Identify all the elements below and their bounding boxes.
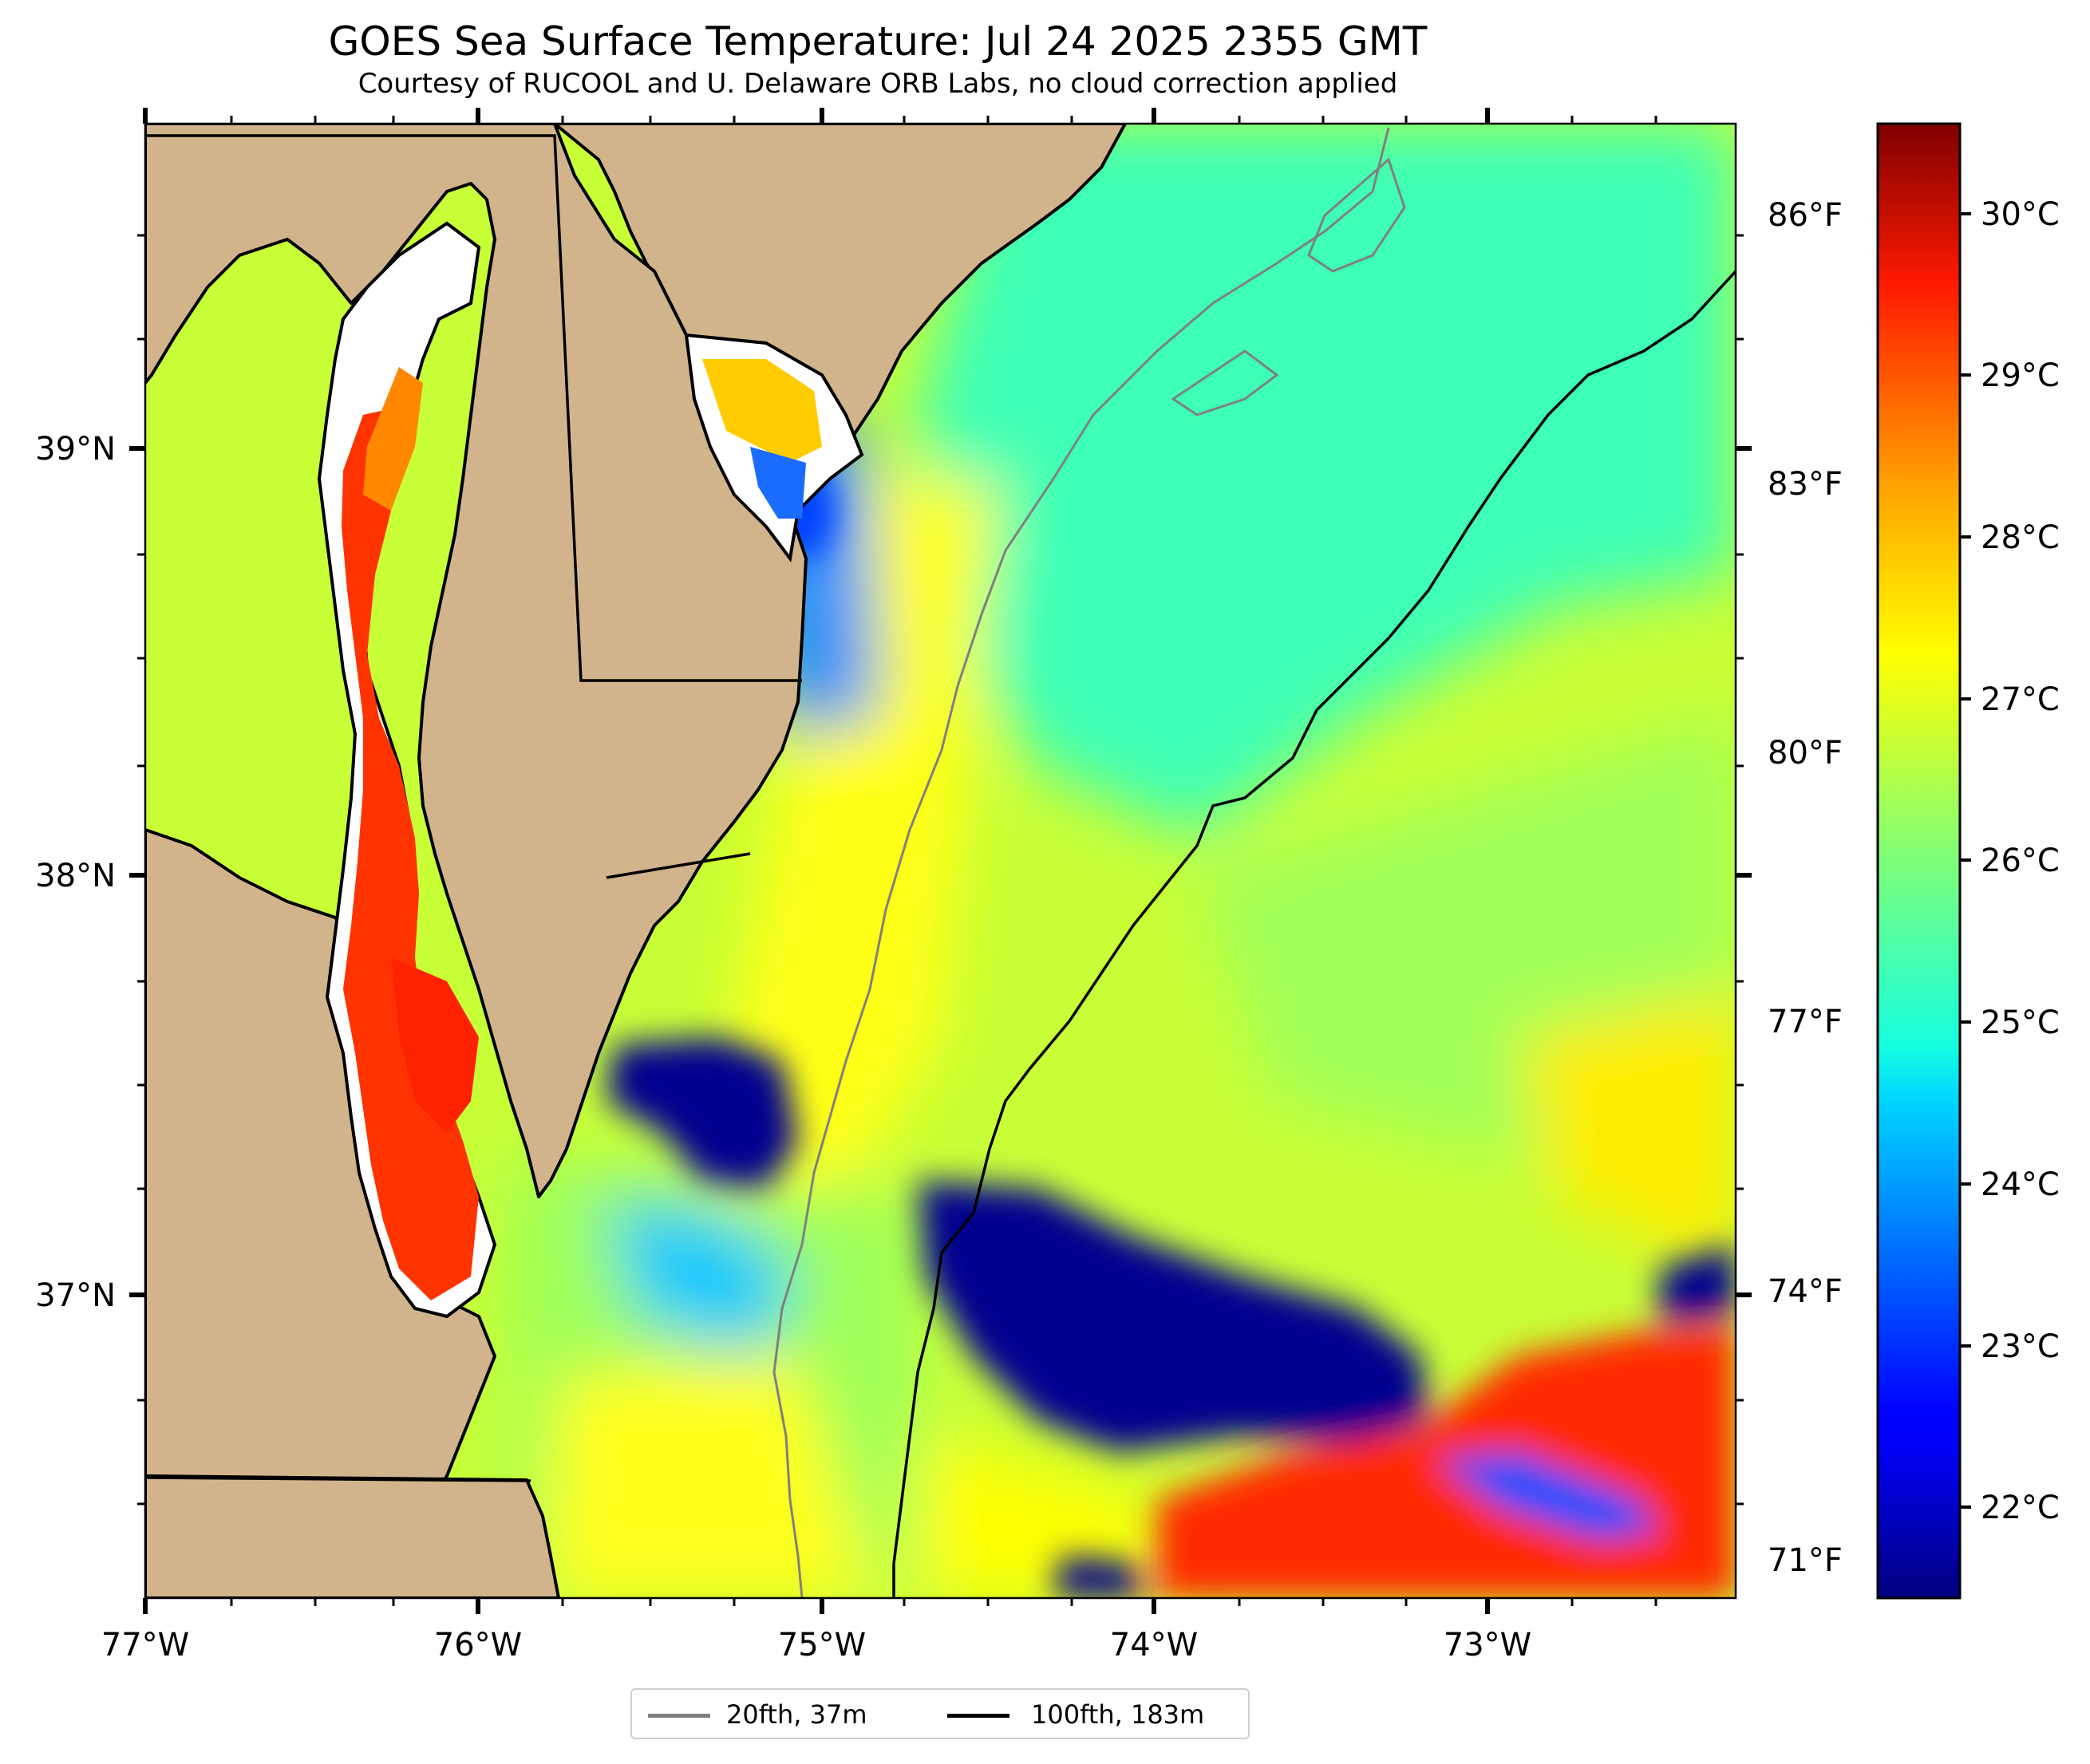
celsius-tick-label: 25°C bbox=[1981, 1004, 2060, 1041]
contour-20fth bbox=[772, 127, 1390, 1598]
colorbar: 30°C 29°C 28°C 27°C 26°C 25°C 24°C 23°C … bbox=[1876, 122, 2060, 1600]
legend-label-100fth: 100fth, 183m bbox=[1031, 1699, 1205, 1730]
minor-ticks bbox=[137, 116, 1744, 1606]
delaware-bay bbox=[684, 333, 864, 562]
lon-tick-label: 74°W bbox=[1110, 1627, 1198, 1663]
bathymetry-contours bbox=[772, 127, 1736, 1598]
map-frame bbox=[144, 122, 1737, 1600]
chesapeake-bay bbox=[317, 221, 497, 1319]
celsius-tick-label: 23°C bbox=[1981, 1328, 2060, 1365]
lat-tick-label: 39°N bbox=[35, 431, 116, 468]
lon-tick-label: 77°W bbox=[101, 1627, 189, 1663]
legend-line-100fth bbox=[947, 1714, 1009, 1718]
map-title: GOES Sea Surface Temperature: Jul 24 202… bbox=[328, 18, 1428, 65]
lat-tick-label: 37°N bbox=[35, 1277, 116, 1314]
land bbox=[145, 124, 1127, 1598]
lon-tick-label: 75°W bbox=[778, 1627, 866, 1663]
fahrenheit-tick-label: 80°F bbox=[1768, 735, 1843, 772]
lat-tick-label: 38°N bbox=[35, 858, 116, 894]
celsius-tick-label: 29°C bbox=[1981, 357, 2060, 394]
contour-legend: 20fth, 37m 100fth, 183m bbox=[630, 1688, 1250, 1739]
legend-label-20fth: 20fth, 37m bbox=[726, 1699, 867, 1730]
celsius-tick-label: 28°C bbox=[1981, 519, 2060, 556]
contour-100fth bbox=[892, 270, 1736, 1598]
fahrenheit-tick-label: 86°F bbox=[1768, 197, 1843, 234]
map-subtitle: Courtesy of RUCOOL and U. Delaware ORB L… bbox=[358, 68, 1398, 100]
lon-tick-label: 76°W bbox=[434, 1627, 522, 1663]
axis-labels: 77°W 76°W 75°W 74°W 73°W 39°N 38°N 37°N bbox=[35, 431, 1531, 1663]
legend-line-20fth bbox=[648, 1714, 710, 1718]
celsius-tick-label: 27°C bbox=[1981, 681, 2060, 718]
fahrenheit-tick-label: 74°F bbox=[1768, 1273, 1843, 1310]
celsius-tick-label: 24°C bbox=[1981, 1166, 2060, 1203]
state-borders bbox=[145, 134, 802, 1482]
colorbar-gradient bbox=[1876, 122, 1962, 1600]
celsius-tick-label: 22°C bbox=[1981, 1490, 2060, 1526]
celsius-tick-label: 30°C bbox=[1981, 196, 2060, 233]
fahrenheit-tick-label: 71°F bbox=[1768, 1542, 1843, 1579]
fahrenheit-tick-label: 77°F bbox=[1768, 1004, 1843, 1040]
celsius-tick-label: 26°C bbox=[1981, 843, 2060, 879]
lon-tick-label: 73°W bbox=[1444, 1627, 1531, 1663]
fahrenheit-tick-label: 83°F bbox=[1768, 466, 1843, 503]
fahrenheit-scale: 86°F 83°F 80°F 77°F 74°F 71°F bbox=[1768, 197, 1843, 1579]
major-ticks bbox=[129, 108, 1752, 1614]
